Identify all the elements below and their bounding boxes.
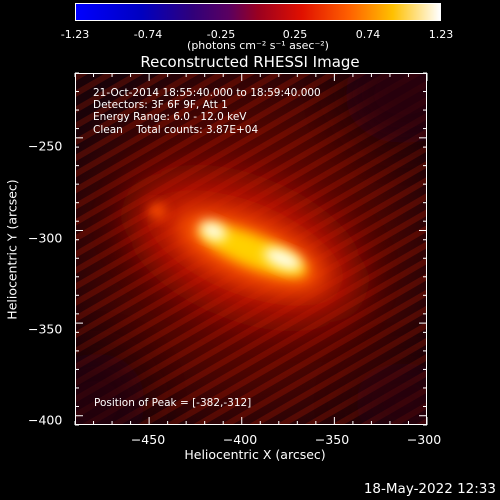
y-tick-label: −400 bbox=[28, 412, 63, 428]
observation-info: 21-Oct-2014 18:55:40.000 to 18:59:40.000… bbox=[93, 87, 321, 136]
timestamp: 18-May-2022 12:33 bbox=[363, 481, 496, 497]
info-line-counts: Clean Total counts: 3.87E+04 bbox=[93, 123, 259, 136]
colorbar-tick-label: -0.74 bbox=[133, 28, 163, 41]
y-axis-label: Heliocentric Y (arcsec) bbox=[4, 179, 20, 320]
info-line-time: 21-Oct-2014 18:55:40.000 to 18:59:40.000 bbox=[93, 87, 321, 99]
x-tick-label: −300 bbox=[406, 432, 442, 447]
colorbar-tick-label: 1.23 bbox=[428, 28, 454, 41]
colorbar-tick-label: 0.25 bbox=[282, 28, 308, 41]
x-tick-label: −400 bbox=[222, 432, 258, 447]
colorbar-tick-label: -1.23 bbox=[60, 28, 90, 41]
x-tick-label: −450 bbox=[130, 432, 166, 447]
x-tick-label: −350 bbox=[314, 432, 350, 447]
colorbar-tick-label: 0.74 bbox=[355, 28, 381, 41]
info-line-detectors: Detectors: 3F 6F 9F, Att 1 bbox=[93, 99, 228, 112]
y-tick-label: −350 bbox=[28, 321, 63, 337]
y-tick-label: −300 bbox=[28, 230, 63, 246]
colorbar-units: (photons cm⁻² s⁻¹ asec⁻²) bbox=[187, 39, 329, 52]
x-axis-label: Heliocentric X (arcsec) bbox=[184, 447, 326, 462]
plot-area bbox=[75, 73, 427, 425]
chart-title: Reconstructed RHESSI Image bbox=[140, 53, 360, 71]
peak-position-label: Position of Peak = [-382,-312] bbox=[94, 397, 252, 409]
info-line-energy: Energy Range: 6.0 - 12.0 keV bbox=[93, 111, 247, 124]
rhessi-image bbox=[76, 74, 426, 424]
colorbar-tick-label: -0.25 bbox=[206, 28, 236, 41]
y-tick-label: −250 bbox=[28, 138, 63, 154]
colorbar bbox=[75, 3, 441, 21]
